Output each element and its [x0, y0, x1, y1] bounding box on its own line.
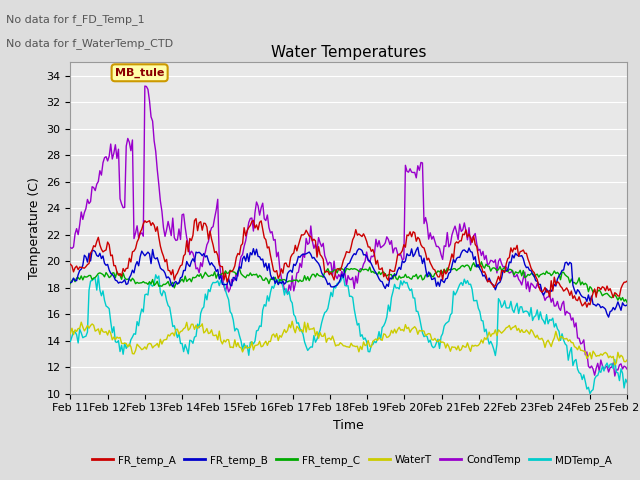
Text: No data for f_WaterTemp_CTD: No data for f_WaterTemp_CTD: [6, 38, 173, 49]
Y-axis label: Temperature (C): Temperature (C): [28, 177, 41, 279]
Title: Water Temperatures: Water Temperatures: [271, 45, 426, 60]
Text: MB_tule: MB_tule: [115, 68, 164, 78]
Legend: FR_temp_A, FR_temp_B, FR_temp_C, WaterT, CondTemp, MDTemp_A: FR_temp_A, FR_temp_B, FR_temp_C, WaterT,…: [88, 451, 616, 470]
Text: No data for f_FD_Temp_1: No data for f_FD_Temp_1: [6, 14, 145, 25]
X-axis label: Time: Time: [333, 419, 364, 432]
